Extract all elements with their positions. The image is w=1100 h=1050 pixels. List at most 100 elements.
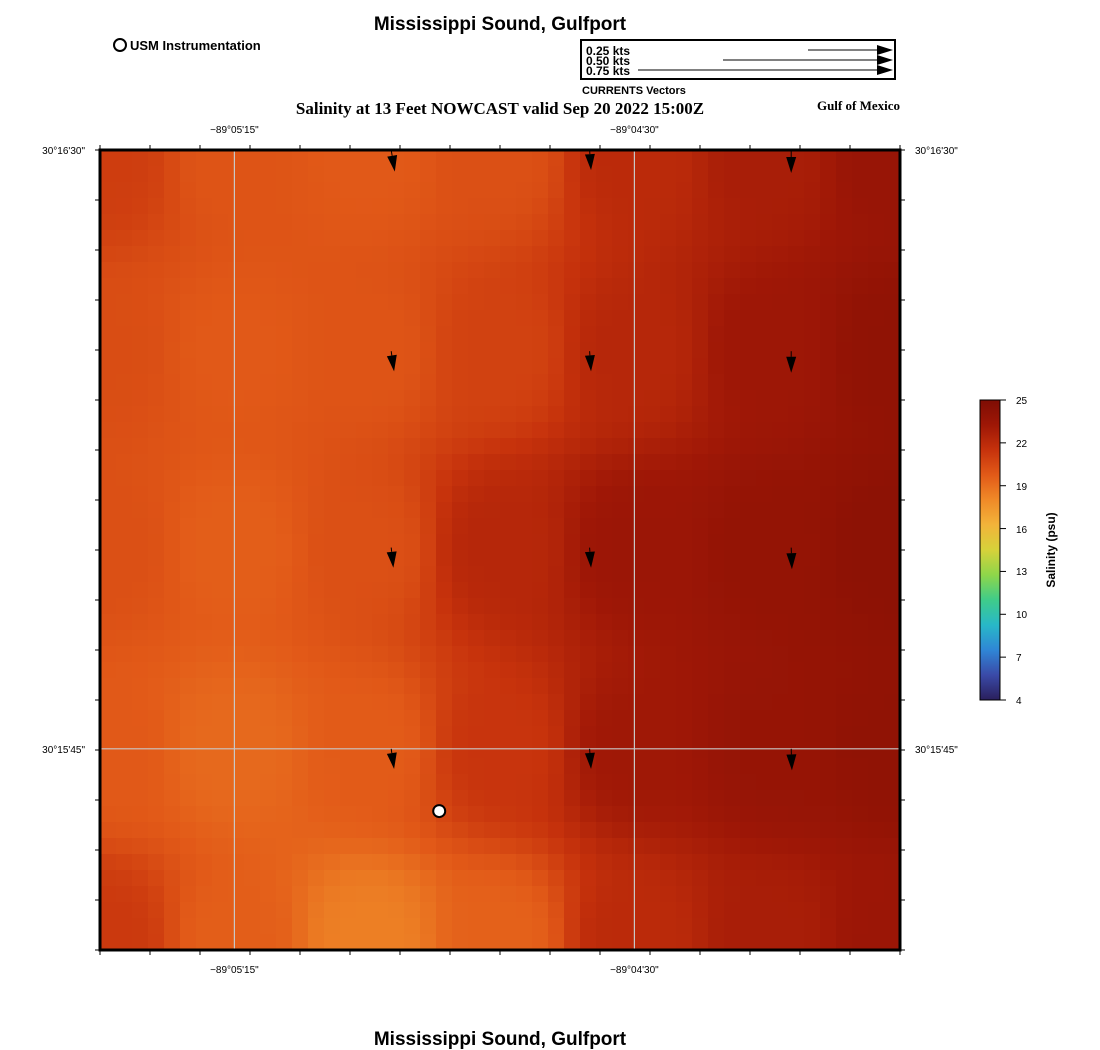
salinity-cell (516, 182, 533, 199)
salinity-cell (500, 534, 517, 551)
salinity-cell (516, 470, 533, 487)
salinity-cell (884, 342, 900, 359)
salinity-cell (868, 838, 885, 855)
salinity-cell (676, 710, 693, 727)
salinity-cell (804, 646, 821, 663)
salinity-cell (788, 774, 805, 791)
salinity-cell (852, 198, 869, 215)
salinity-cell (724, 342, 741, 359)
current-vector-arrow (786, 748, 797, 771)
salinity-cell (740, 614, 757, 631)
salinity-cell (292, 710, 309, 727)
salinity-cell (644, 470, 661, 487)
salinity-cell (164, 246, 181, 263)
salinity-cell (644, 598, 661, 615)
salinity-cell (452, 230, 469, 247)
salinity-cell (500, 742, 517, 759)
salinity-cell (292, 486, 309, 503)
salinity-cell (500, 246, 517, 263)
salinity-cell (820, 246, 837, 263)
salinity-cell (612, 742, 629, 759)
salinity-cell (244, 870, 261, 887)
salinity-cell (212, 310, 229, 327)
salinity-cell (804, 534, 821, 551)
salinity-cell (148, 790, 165, 807)
salinity-cell (228, 902, 245, 919)
salinity-cell (324, 742, 341, 759)
salinity-cell (324, 646, 341, 663)
salinity-cell (244, 566, 261, 583)
salinity-cell (436, 726, 453, 743)
salinity-cell (228, 742, 245, 759)
salinity-cell (676, 822, 693, 839)
salinity-cell (692, 310, 709, 327)
salinity-cell (532, 870, 549, 887)
salinity-cell (388, 598, 405, 615)
salinity-cell (276, 518, 293, 535)
salinity-cell (644, 694, 661, 711)
salinity-cell (596, 294, 613, 311)
salinity-cell (692, 902, 709, 919)
salinity-cell (500, 822, 517, 839)
salinity-cell (628, 758, 645, 775)
salinity-cell (276, 214, 293, 231)
vector-scale-arrow (723, 55, 893, 65)
salinity-cell (164, 262, 181, 279)
salinity-cell (516, 214, 533, 231)
salinity-cell (564, 182, 581, 199)
salinity-cell (868, 166, 885, 183)
salinity-cell (484, 438, 501, 455)
salinity-cell (116, 246, 133, 263)
salinity-cell (836, 454, 853, 471)
salinity-cell (260, 774, 277, 791)
salinity-cell (308, 614, 325, 631)
salinity-cell (276, 886, 293, 903)
salinity-cell (148, 726, 165, 743)
salinity-cell (804, 934, 821, 950)
salinity-cell (852, 390, 869, 407)
salinity-cell (372, 870, 389, 887)
salinity-cell (388, 822, 405, 839)
salinity-cell (628, 934, 645, 950)
current-vectors (386, 150, 797, 771)
salinity-cell (852, 502, 869, 519)
salinity-cell (708, 470, 725, 487)
salinity-cell (724, 534, 741, 551)
salinity-cell (324, 166, 341, 183)
instrument-station-marker[interactable] (432, 804, 447, 819)
salinity-cell (148, 854, 165, 871)
salinity-cell (212, 534, 229, 551)
salinity-cell (180, 838, 197, 855)
salinity-cell (756, 886, 773, 903)
salinity-cell (660, 486, 677, 503)
salinity-cell (196, 422, 213, 439)
salinity-cell (756, 774, 773, 791)
salinity-cell (244, 422, 261, 439)
salinity-cell (260, 438, 277, 455)
salinity-cell (132, 342, 149, 359)
salinity-cell (692, 598, 709, 615)
lon-tick-label-top: −89°04'30" (610, 125, 659, 136)
salinity-cell (164, 278, 181, 295)
salinity-cell (532, 662, 549, 679)
salinity-cell (708, 406, 725, 423)
salinity-cell (644, 230, 661, 247)
salinity-cell (660, 518, 677, 535)
salinity-cell (404, 918, 421, 935)
salinity-cell (436, 310, 453, 327)
salinity-cell (196, 246, 213, 263)
salinity-cell (516, 790, 533, 807)
salinity-cell (340, 470, 357, 487)
salinity-cell (740, 646, 757, 663)
salinity-cell (548, 886, 565, 903)
salinity-cell (212, 694, 229, 711)
salinity-cell (340, 902, 357, 919)
salinity-cell (836, 406, 853, 423)
salinity-cell (676, 230, 693, 247)
salinity-cell (708, 294, 725, 311)
salinity-cell (420, 614, 437, 631)
salinity-cell (596, 342, 613, 359)
salinity-cell (276, 310, 293, 327)
salinity-cell (420, 758, 437, 775)
